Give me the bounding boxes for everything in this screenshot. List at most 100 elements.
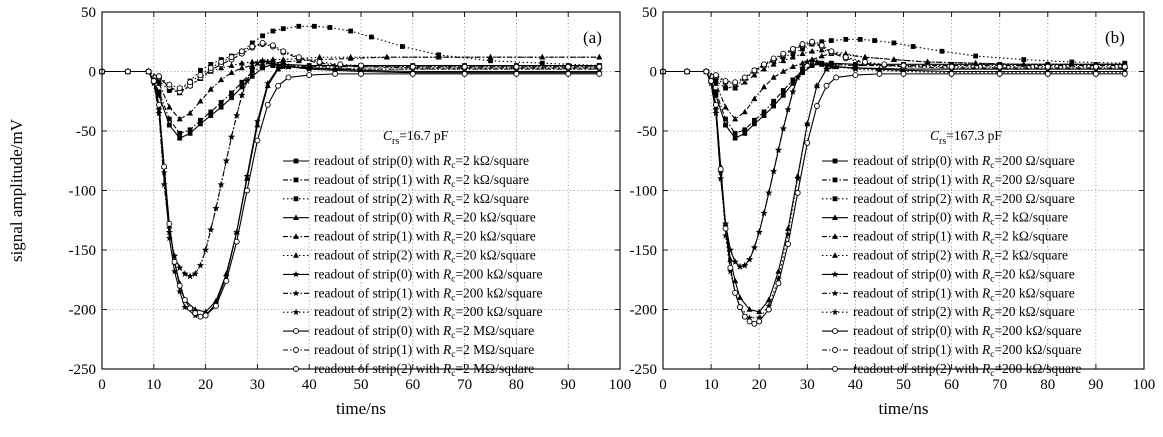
data-point [708, 78, 715, 84]
data-point [249, 40, 255, 46]
data-point [218, 100, 224, 105]
data-point [794, 189, 801, 196]
data-point [259, 61, 266, 67]
legend-entry: readout of strip(2) with Rc=2 MΩ/square [283, 361, 534, 379]
data-point [260, 64, 265, 70]
data-point [197, 313, 204, 320]
data-point [222, 157, 230, 164]
legend-entry: readout of strip(2) with Rc=2 kΩ/square [283, 191, 529, 209]
series-line [102, 60, 600, 277]
data-point [202, 308, 209, 315]
data-point [156, 73, 162, 80]
data-point [165, 228, 173, 236]
data-point [819, 39, 825, 45]
data-point [565, 70, 572, 77]
data-point [202, 246, 210, 253]
data-point [775, 280, 782, 287]
data-point [741, 313, 748, 320]
data-point [784, 105, 792, 113]
legend-marker [832, 347, 838, 353]
x-tick-label: 100 [609, 377, 632, 393]
legend-entry: readout of strip(0) with Rc=200 kΩ/squar… [283, 266, 542, 284]
data-point [218, 104, 224, 110]
data-point [761, 65, 768, 72]
data-point [253, 59, 261, 67]
data-point [156, 89, 162, 95]
legend-marker [293, 177, 299, 183]
data-point [264, 101, 271, 108]
data-point [332, 70, 339, 77]
data-point [316, 53, 323, 60]
legend-marker [832, 158, 838, 164]
data-point [862, 59, 868, 65]
data-point [800, 67, 805, 73]
data-point [761, 83, 768, 90]
data-point [166, 122, 172, 128]
data-point [254, 121, 261, 128]
data-point [736, 294, 743, 300]
legend-label: readout of strip(0) with Rc=2 MΩ/square [314, 323, 534, 341]
data-point [192, 310, 199, 317]
legend: readout of strip(0) with Rc=200 Ω/square… [822, 153, 1081, 379]
data-point [166, 103, 173, 110]
data-point [722, 82, 729, 89]
data-point [269, 56, 276, 62]
data-point [229, 95, 234, 101]
series-line [663, 63, 1125, 135]
legend-marker [292, 270, 300, 278]
data-point [233, 238, 240, 245]
data-point [461, 63, 468, 70]
data-point [207, 64, 214, 71]
data-point [274, 61, 282, 69]
x-axis-title: time/ns [336, 399, 386, 418]
legend-entry: readout of strip(0) with Rc=20 kΩ/square [283, 210, 536, 228]
data-point [727, 264, 734, 271]
y-tick-label: -250 [69, 362, 97, 378]
data-point [156, 101, 162, 108]
capacitance-annotation: Crs=16.7 pF [383, 128, 449, 147]
data-point [233, 228, 241, 236]
data-point [780, 88, 786, 93]
data-point [275, 82, 282, 89]
legend-label: readout of strip(1) with Rc=2 MΩ/square [314, 342, 534, 360]
data-point [218, 59, 225, 65]
data-point [347, 53, 354, 60]
y-tick-label: 50 [81, 5, 96, 21]
series-line [102, 65, 600, 135]
series-1 [660, 61, 1128, 136]
legend-label: readout of strip(0) with Rc=200 kΩ/squar… [853, 323, 1081, 341]
legend-label: readout of strip(0) with Rc=2 kΩ/square [314, 153, 529, 171]
data-point [756, 308, 763, 315]
series-10 [660, 39, 1128, 87]
x-tick-label: 90 [1088, 377, 1103, 393]
plot-frame [662, 11, 1145, 370]
data-point [327, 25, 333, 30]
series-7 [98, 57, 603, 280]
data-point [461, 70, 468, 77]
data-point [218, 64, 225, 71]
data-point [197, 72, 204, 79]
x-tick-label: 70 [457, 377, 472, 393]
data-point [176, 85, 183, 92]
data-point [804, 139, 811, 146]
x-tick-label: 0 [659, 377, 667, 393]
data-point [813, 82, 821, 89]
data-point [487, 53, 494, 60]
data-point [197, 97, 204, 104]
data-point [852, 72, 859, 79]
x-tick-label: 60 [405, 377, 420, 393]
data-point [400, 44, 405, 49]
x-axis-title: time/ns [878, 399, 928, 418]
data-point [539, 60, 545, 66]
x-tick-label: 100 [1133, 377, 1156, 393]
y-tick-label: -50 [76, 124, 96, 140]
x-tick-label: 40 [302, 377, 317, 393]
legend-marker [832, 233, 838, 239]
data-point [703, 68, 710, 75]
data-point [741, 78, 748, 85]
data-point [808, 57, 816, 64]
data-point [900, 62, 907, 69]
data-point [742, 127, 748, 133]
data-point [799, 64, 806, 71]
data-point [259, 57, 266, 64]
